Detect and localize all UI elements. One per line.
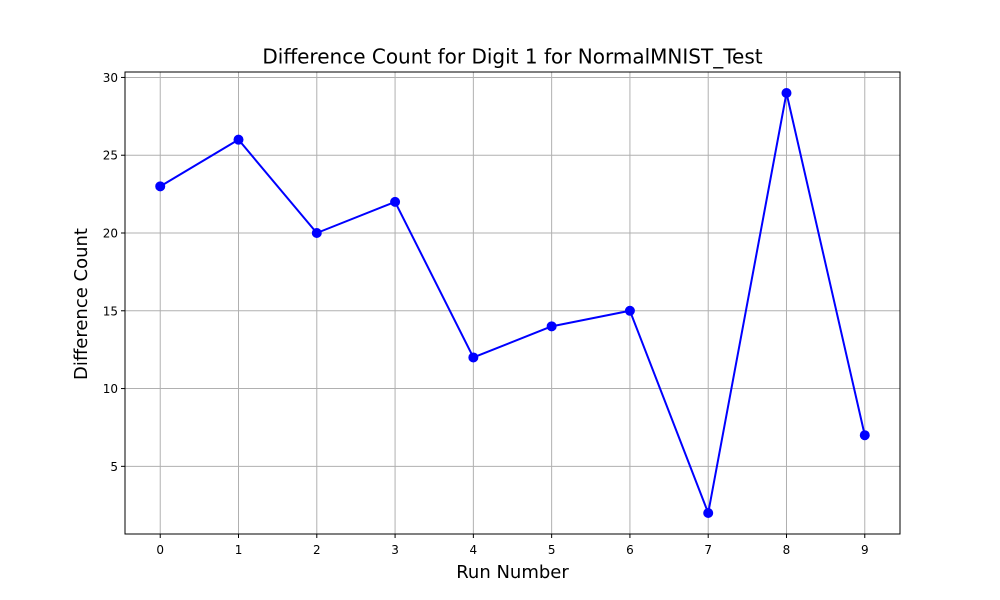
series-group	[155, 88, 870, 518]
data-point-marker	[468, 352, 479, 363]
data-point-marker	[624, 305, 635, 316]
x-tick-label: 4	[470, 543, 478, 557]
data-point-marker	[390, 196, 401, 207]
x-tick-label: 3	[391, 543, 399, 557]
data-point-marker	[155, 181, 166, 192]
y-axis-label: Difference Count	[71, 228, 92, 380]
y-tick-label: 30	[103, 71, 118, 85]
x-tick-label: 5	[548, 543, 556, 557]
y-tick-label: 5	[110, 460, 118, 474]
x-tick-label: 0	[156, 543, 164, 557]
series-line	[159, 92, 866, 514]
y-tick-label: 10	[103, 382, 118, 396]
x-tick-label: 6	[626, 543, 634, 557]
data-point-marker	[703, 508, 714, 518]
data-point-marker	[859, 430, 870, 441]
y-tick-label: 25	[103, 149, 118, 163]
data-point-marker	[233, 134, 244, 145]
y-tick-label: 15	[103, 304, 118, 318]
x-tick-label: 8	[783, 543, 791, 557]
x-tick-label: 7	[704, 543, 712, 557]
plot-area	[124, 71, 901, 535]
data-point-marker	[311, 228, 322, 238]
x-tick-label: 2	[313, 543, 321, 557]
grid-lines	[125, 72, 900, 534]
data-point-marker	[546, 321, 557, 332]
x-axis-label: Run Number	[456, 562, 569, 583]
y-tick-label: 20	[103, 227, 118, 241]
x-tick-label: 9	[861, 543, 869, 557]
chart-title: Difference Count for Digit 1 for NormalM…	[262, 45, 762, 69]
axis-ticks: 0 1 2 3 4 5 6 7 8 9 5 10 15 20 25 30	[103, 71, 869, 557]
data-point-marker	[781, 88, 792, 98]
x-tick-label: 1	[235, 543, 243, 557]
